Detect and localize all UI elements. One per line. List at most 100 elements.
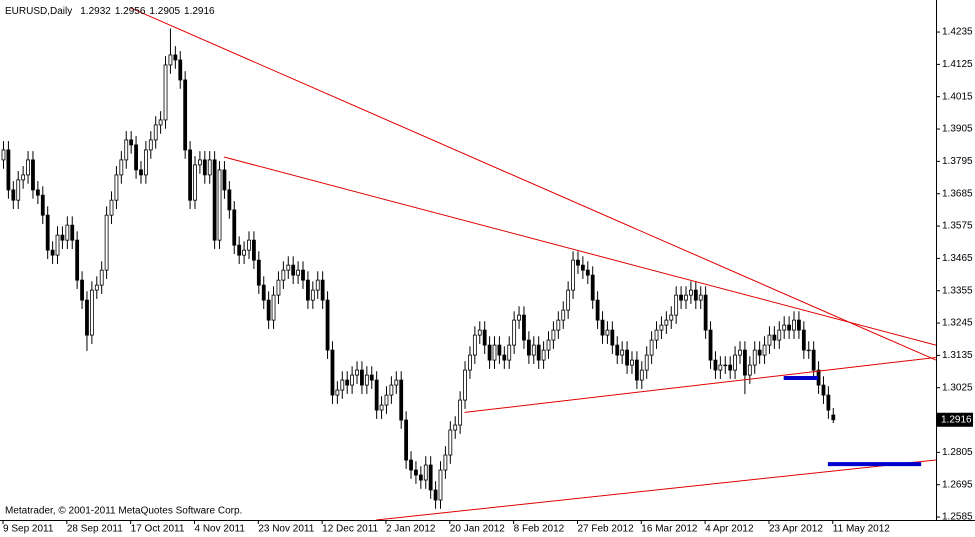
candle-body	[35, 189, 40, 196]
y-tick-label: 1.2695	[942, 479, 973, 490]
price-box-label: 1.2916	[941, 414, 972, 425]
trendline	[223, 156, 936, 346]
candle-body	[536, 344, 541, 361]
copyright: Metatrader, © 2001-2011 MetaQuotes Softw…	[5, 506, 242, 517]
candle-body	[247, 239, 251, 251]
y-tick-label: 1.3135	[942, 350, 973, 361]
candle-body	[11, 189, 16, 201]
candle-body	[634, 359, 639, 381]
x-tick-label: 23 Nov 2011	[258, 524, 314, 535]
candle-body	[212, 159, 217, 241]
candle-body	[512, 319, 517, 346]
plot-area	[1, 7, 936, 520]
candle-body	[148, 139, 153, 151]
x-tick-label: 16 Mar 2012	[641, 524, 698, 535]
candle-body	[276, 279, 281, 296]
candle-body	[492, 344, 497, 361]
candle-body	[85, 299, 89, 336]
candle-body	[418, 474, 423, 481]
candle-body	[320, 279, 325, 301]
x-tick-label: 2 Jan 2012	[386, 524, 436, 535]
candle-body	[787, 324, 791, 331]
candle-body	[168, 54, 173, 66]
candle-body	[6, 149, 11, 191]
candle-body	[580, 264, 585, 271]
candle-body	[266, 299, 271, 321]
candle-body	[654, 329, 659, 341]
candle-body	[306, 279, 310, 301]
candle-body	[360, 369, 364, 386]
y-tick-label: 1.3575	[942, 221, 973, 232]
candle-body	[517, 314, 521, 321]
candle-body	[40, 194, 45, 216]
y-tick-label: 1.3685	[942, 188, 973, 199]
candle-body	[502, 354, 507, 361]
candle-body	[31, 159, 35, 191]
candle-body	[639, 369, 644, 381]
candle-body	[335, 389, 340, 396]
candle-body	[531, 344, 536, 356]
candle-body	[743, 349, 747, 376]
candle-body	[70, 224, 75, 241]
candle-body	[644, 354, 649, 371]
candle-body	[301, 269, 305, 281]
candle-body	[777, 329, 782, 341]
candle-body	[541, 349, 546, 361]
trendline	[376, 459, 936, 520]
candle-body	[610, 329, 615, 346]
candle-body	[315, 279, 320, 291]
candle-body	[831, 414, 836, 421]
candle-body	[826, 394, 831, 411]
candle-body	[423, 464, 428, 481]
candle-body	[222, 169, 227, 191]
candle-body	[801, 329, 806, 351]
candle-body	[21, 174, 26, 181]
symbol: EURUSD,Daily	[5, 6, 72, 17]
candle-body	[433, 489, 438, 501]
candle-body	[472, 334, 477, 356]
candle-body	[664, 319, 669, 326]
x-tick-label: 11 May 2012	[833, 524, 891, 535]
candle-body	[217, 169, 222, 241]
candle-body	[45, 214, 50, 251]
candle-body	[468, 354, 472, 371]
candle-body	[497, 344, 502, 356]
candle-body	[630, 359, 634, 366]
x-tick-label: 27 Feb 2012	[577, 524, 634, 535]
candle-body	[585, 269, 590, 276]
candle-body	[811, 349, 816, 371]
candle-body	[482, 329, 487, 346]
candle-body	[94, 284, 99, 291]
y-tick-label: 1.4235	[942, 27, 973, 38]
candle-body	[193, 164, 197, 201]
last-high: 1.2956	[115, 6, 146, 17]
candle-body	[487, 344, 492, 361]
candle-body	[689, 289, 693, 296]
candle-body	[718, 364, 723, 371]
candle-body	[797, 319, 801, 331]
candle-body	[669, 314, 674, 321]
y-tick-label: 1.3245	[942, 318, 973, 329]
candle-body	[698, 294, 703, 301]
candle-body	[684, 294, 688, 301]
candle-body	[399, 379, 404, 421]
candle-body	[438, 469, 443, 501]
candle-body	[738, 349, 742, 356]
candle-body	[134, 144, 138, 171]
x-tick-label: 4 Nov 2011	[194, 524, 245, 535]
last-low: 1.2905	[149, 6, 180, 17]
candle-body	[595, 299, 600, 321]
candle-body	[364, 374, 369, 386]
candle-body	[183, 79, 188, 151]
last-open: 1.2932	[80, 6, 111, 17]
candle-body	[1, 149, 6, 161]
candle-body	[526, 339, 531, 356]
candle-body	[143, 149, 148, 176]
y-tick-label: 1.3025	[942, 382, 973, 393]
candle-body	[448, 429, 453, 456]
candle-body	[708, 329, 713, 361]
y-tick-label: 1.4015	[942, 91, 973, 102]
x-tick-label: 12 Dec 2011	[322, 524, 378, 535]
